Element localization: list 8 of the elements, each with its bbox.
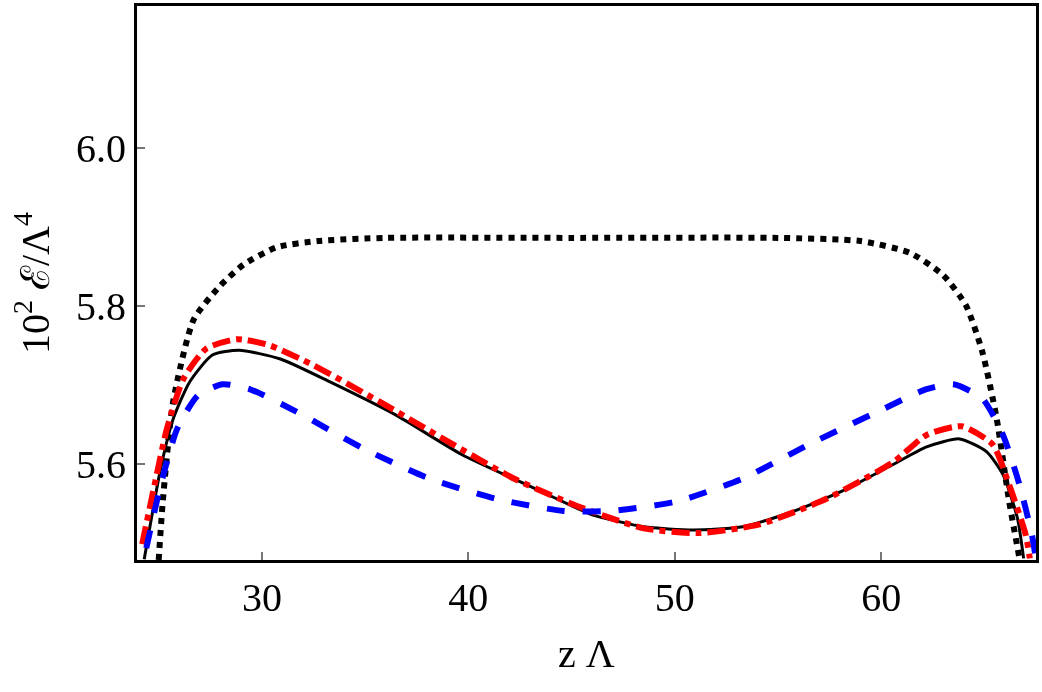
x-tick-label: 30 xyxy=(241,575,282,620)
x-tick-label: 50 xyxy=(654,575,695,620)
y-tick-label: 5.6 xyxy=(76,442,126,488)
y-tick-label: 6.0 xyxy=(76,125,126,171)
x-tick-label: 40 xyxy=(448,575,489,620)
x-tick-label: 60 xyxy=(861,575,902,620)
y-tick-label: 5.8 xyxy=(76,283,126,329)
x-axis-title: z Λ xyxy=(558,630,615,676)
